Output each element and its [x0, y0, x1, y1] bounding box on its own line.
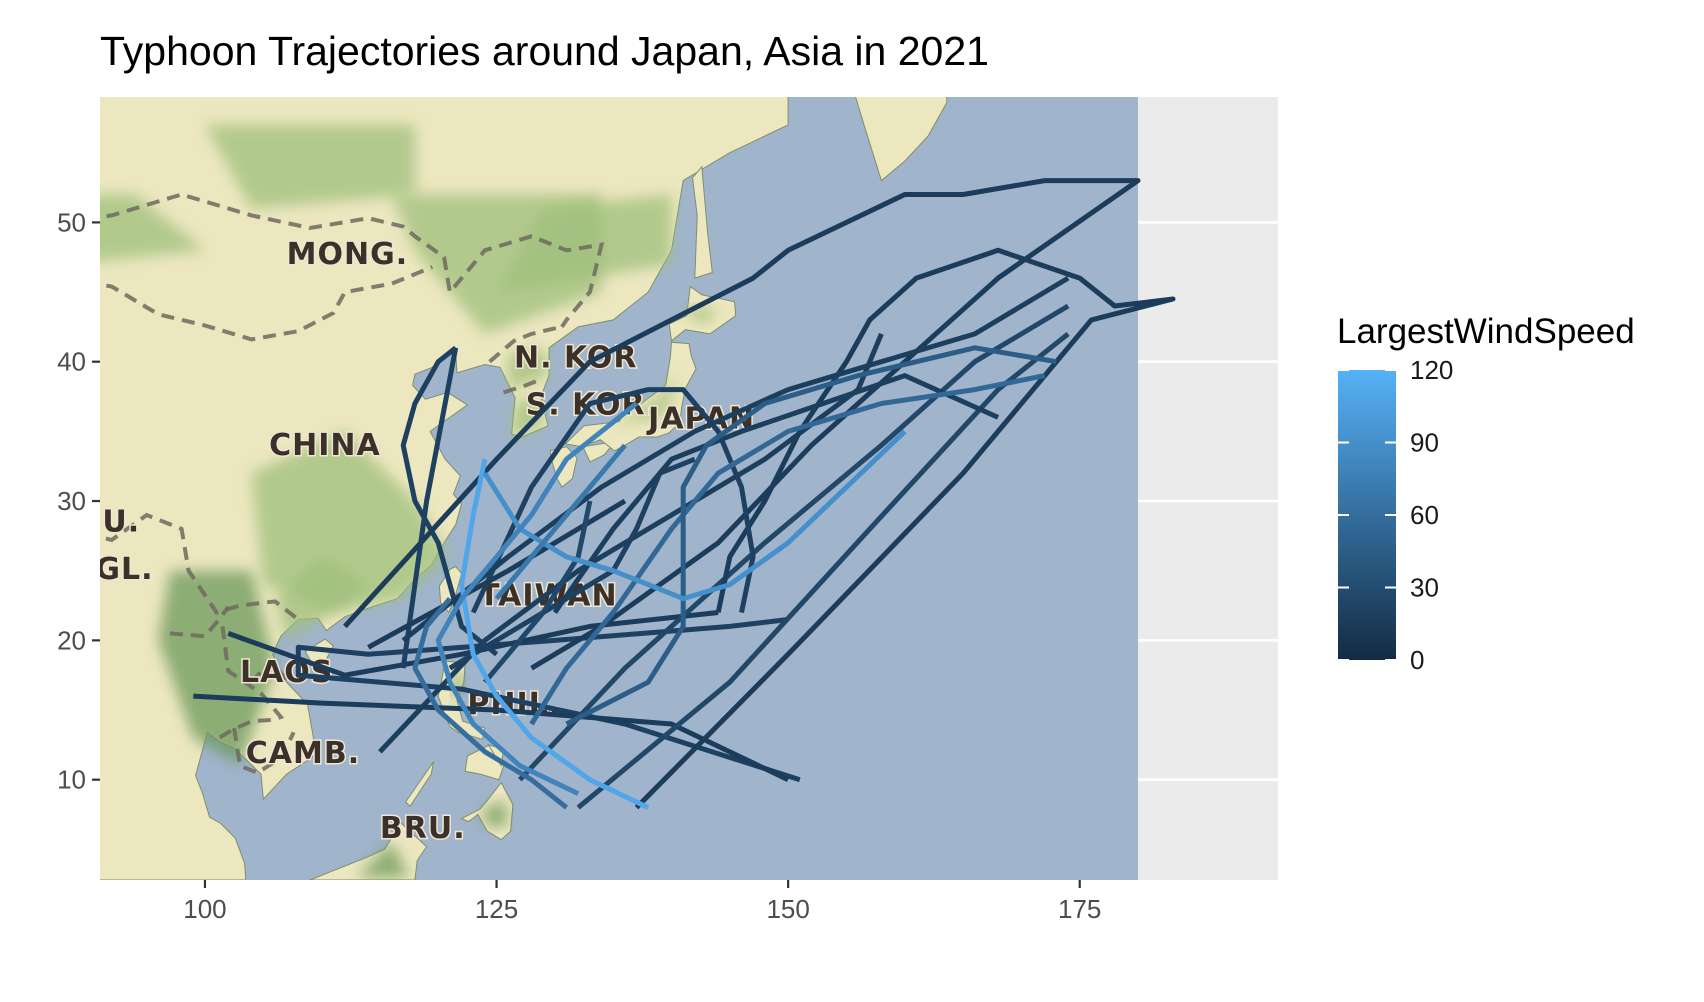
vegetation: [205, 124, 415, 209]
legend-title: LargestWindSpeed: [1337, 312, 1635, 351]
country-label: LAOS: [240, 655, 333, 690]
typhoon-track-17: [529, 373, 1046, 726]
vegetation: [613, 375, 678, 426]
border-line: [488, 324, 563, 364]
typhoon-track-8: [576, 331, 1070, 810]
border-line: [502, 379, 537, 395]
vegetation: [508, 399, 544, 439]
x-tick-label: 100: [183, 894, 226, 924]
typhoon-track-18: [565, 345, 1057, 727]
country-borders: [100, 192, 605, 775]
legend-tick-label: 30: [1410, 573, 1439, 603]
typhoon-track-1: [295, 617, 801, 783]
border-line: [100, 265, 434, 342]
x-tick-label: 175: [1058, 894, 1101, 924]
chart-title: Typhoon Trajectories around Japan, Asia …: [100, 28, 989, 74]
typhoon-track-10: [343, 178, 1141, 671]
border-line: [100, 192, 605, 328]
x-tick-label: 150: [766, 894, 809, 924]
y-tick-label: 20: [57, 625, 86, 655]
typhoon-track-14: [448, 456, 696, 671]
typhoon-track-19: [459, 458, 650, 810]
legend-tick-label: 90: [1410, 428, 1439, 458]
country-label: U.: [102, 505, 140, 540]
typhoon-tracks: [193, 178, 1176, 810]
typhoon-track-22: [494, 443, 627, 601]
vegetation: [158, 570, 275, 766]
typhoon-track-11: [470, 387, 756, 614]
vegetation: [496, 194, 672, 293]
y-tick-label: 50: [57, 207, 86, 237]
typhoon-track-5: [400, 345, 499, 657]
y-tick-label: 40: [57, 347, 86, 377]
palawan: [404, 761, 435, 807]
color-legend: 0 30 60 90 120: [1338, 355, 1453, 675]
sakhalin: [691, 165, 713, 279]
border-line: [232, 727, 296, 775]
vegetation: [356, 842, 410, 878]
kamchatka: [855, 97, 948, 182]
vegetation: [508, 347, 549, 390]
border-line: [250, 658, 289, 684]
legend-tick-label: 60: [1410, 500, 1439, 530]
legend-tick-label: 0: [1410, 645, 1424, 675]
country-label: CHINA: [269, 428, 381, 463]
typhoon-track-2: [193, 693, 790, 782]
vegetation: [275, 556, 369, 641]
typhoon-track-15: [552, 373, 1000, 614]
axes: 10 20 30 40 50 100 125 150 175: [57, 207, 1101, 924]
y-tick-label: 30: [57, 486, 86, 516]
country-label: N. KOR: [514, 340, 637, 375]
country-label: MONG.: [287, 237, 408, 272]
x-tick-label: 125: [475, 894, 518, 924]
typhoon-track-9: [634, 247, 1176, 810]
legend-tick-label: 120: [1410, 355, 1453, 385]
border-line: [169, 605, 230, 639]
y-tick-label: 10: [57, 765, 86, 795]
vegetation: [100, 194, 205, 261]
typhoon-track-21: [435, 401, 639, 796]
typhoon-track-6: [400, 347, 459, 669]
country-label: BRU.: [380, 811, 466, 846]
country-label: CAMB.: [246, 736, 360, 771]
typhoon-track-23: [412, 596, 569, 810]
country-label: GL.: [95, 552, 153, 587]
typhoon-track-16: [482, 500, 593, 684]
vegetation: [480, 799, 509, 829]
typhoon-track-12: [401, 275, 1070, 643]
border-line: [100, 512, 300, 622]
border-line: [215, 626, 285, 742]
typhoon-track-3: [227, 610, 719, 678]
